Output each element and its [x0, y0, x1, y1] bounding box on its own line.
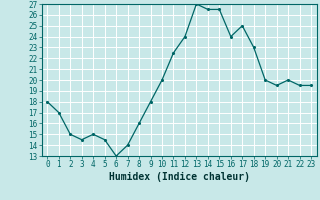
- X-axis label: Humidex (Indice chaleur): Humidex (Indice chaleur): [109, 172, 250, 182]
